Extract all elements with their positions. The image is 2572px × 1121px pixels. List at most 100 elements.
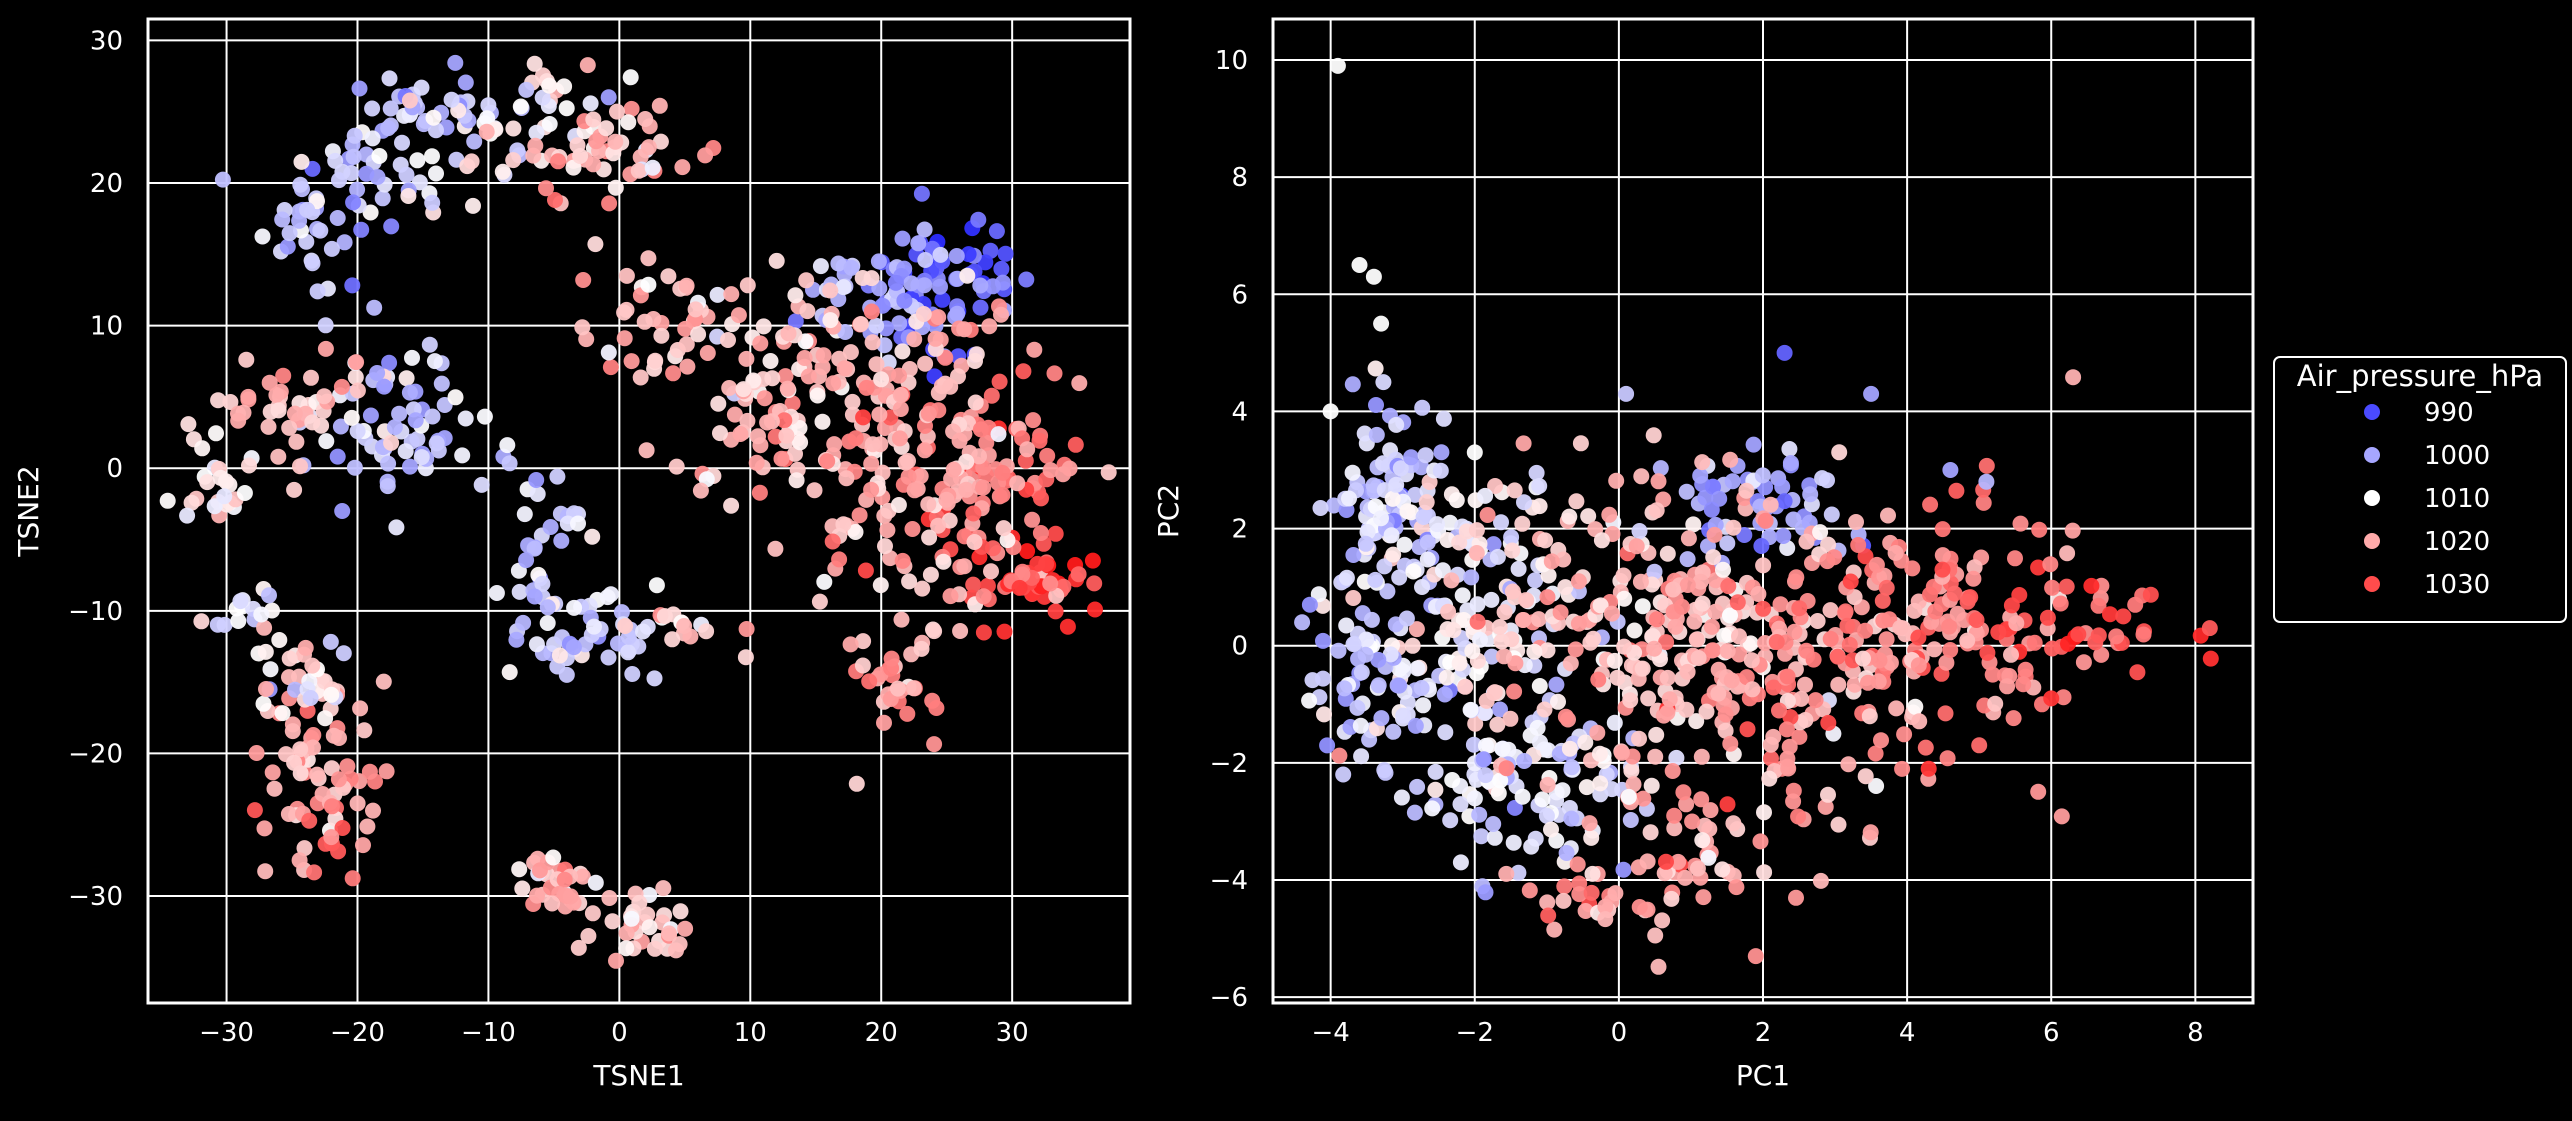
tsne-data-point — [646, 940, 663, 957]
tsne-data-point — [975, 624, 992, 641]
pca-data-point — [1506, 683, 1523, 700]
tsne-data-point — [916, 221, 933, 238]
pca-data-point — [1677, 869, 1694, 886]
pca-data-point — [1673, 598, 1690, 615]
tsne-data-point — [910, 235, 927, 252]
tsne-y-tick-label: −20 — [68, 739, 123, 769]
pca-data-point — [1483, 591, 1500, 608]
tsne-data-point — [551, 647, 568, 664]
tsne-data-point — [582, 95, 599, 112]
pca-x-axis-label: PC1 — [1736, 1059, 1790, 1092]
pca-axes-frame — [1271, 17, 2255, 1005]
tsne-data-point — [274, 211, 291, 228]
tsne-data-point — [447, 389, 464, 406]
pca-data-point — [1622, 812, 1639, 828]
pca-x-tick-label: −4 — [1311, 1018, 1349, 1048]
tsne-data-point — [952, 623, 969, 639]
tsne-x-tick-label: 0 — [611, 1018, 628, 1048]
tsne-data-point — [608, 952, 624, 969]
tsne-data-point — [386, 419, 403, 436]
pca-data-point — [1823, 506, 1840, 523]
pca-data-point — [1479, 507, 1496, 523]
pca-data-point — [1978, 457, 1995, 474]
tsne-data-point — [738, 621, 755, 637]
pca-data-point — [2065, 369, 2082, 386]
tsne-data-point — [180, 416, 197, 433]
tsne-data-point — [344, 277, 361, 294]
pca-x-tick-label: 8 — [2187, 1018, 2204, 1048]
tsne-data-point — [868, 356, 885, 373]
pca-data-point — [1756, 864, 1773, 881]
pca-data-point — [1717, 722, 1734, 739]
tsne-data-point — [622, 69, 639, 86]
pca-y-ticks: −6 −4 −2 0 2 4 6 8 10 — [1210, 46, 1248, 1013]
tsne-data-point — [1048, 587, 1065, 604]
pca-data-point — [1477, 767, 1494, 784]
tsne-data-point — [938, 491, 955, 508]
pca-data-point — [1607, 885, 1624, 902]
tsne-data-point — [960, 246, 977, 263]
pca-data-point — [1463, 569, 1480, 586]
tsne-data-point — [361, 763, 378, 780]
tsne-data-point — [930, 517, 947, 534]
pca-data-point — [1618, 385, 1635, 402]
pca-data-point — [1831, 444, 1848, 461]
pca-data-point — [1368, 426, 1385, 443]
pca-data-point — [1971, 737, 1988, 754]
tsne-data-point — [586, 618, 602, 635]
tsne-data-point — [1009, 475, 1026, 492]
tsne-data-point — [302, 690, 319, 706]
tsne-data-point — [618, 925, 635, 942]
pca-data-point — [1788, 889, 1804, 906]
pca-data-point — [1987, 695, 2004, 712]
pca-data-point — [1848, 514, 1864, 530]
pca-data-point — [1725, 815, 1742, 832]
pca-data-point — [1754, 467, 1771, 484]
pca-x-tick-label: 2 — [1755, 1018, 1772, 1048]
tsne-data-point — [852, 316, 869, 332]
pca-data-point — [1820, 714, 1837, 731]
tsne-data-point — [292, 176, 309, 193]
tsne-data-point — [620, 644, 637, 661]
pca-data-point — [1639, 853, 1656, 870]
pca-data-point — [1631, 730, 1647, 747]
tsne-data-point — [678, 336, 695, 353]
tsne-data-point — [890, 497, 907, 513]
pca-data-point — [1466, 790, 1483, 807]
tsne-data-point — [534, 575, 551, 592]
pca-data-point — [1772, 596, 1789, 613]
tsne-data-point — [424, 148, 440, 165]
tsne-data-point — [993, 306, 1009, 323]
tsne-data-point — [948, 248, 965, 264]
legend-marker — [2364, 490, 2380, 506]
pca-data-point — [1745, 436, 1762, 453]
tsne-data-point — [343, 409, 360, 426]
tsne-data-point — [887, 274, 904, 291]
tsne-data-point — [870, 253, 887, 270]
pca-data-point — [2083, 577, 2100, 594]
tsne-data-point — [877, 538, 893, 555]
tsne-data-point — [230, 412, 247, 429]
tsne-x-axis-label: TSNE1 — [592, 1059, 684, 1092]
pca-y-tick-label: 4 — [1231, 397, 1248, 427]
tsne-data-point — [304, 414, 321, 431]
tsne-data-point — [587, 874, 604, 891]
tsne-data-point — [404, 349, 420, 366]
pca-data-point — [1776, 493, 1793, 510]
tsne-data-point — [529, 887, 545, 904]
tsne-data-point — [255, 695, 272, 712]
pca-data-point — [1365, 268, 1382, 285]
tsne-y-tick-label: 10 — [90, 312, 123, 342]
pca-data-point — [1814, 470, 1831, 487]
tsne-x-tick-label: −30 — [199, 1018, 254, 1048]
tsne-data-point — [256, 820, 273, 837]
tsne-data-point — [346, 127, 363, 144]
legend-label: 1010 — [2424, 484, 2490, 514]
pca-data-point — [1668, 749, 1685, 766]
pca-data-point — [1860, 674, 1876, 691]
tsne-data-point — [819, 453, 836, 470]
pca-data-point — [1543, 821, 1559, 838]
pca-data-point — [1477, 487, 1494, 504]
tsne-data-point — [1019, 441, 1036, 458]
tsne-data-point — [199, 474, 216, 491]
